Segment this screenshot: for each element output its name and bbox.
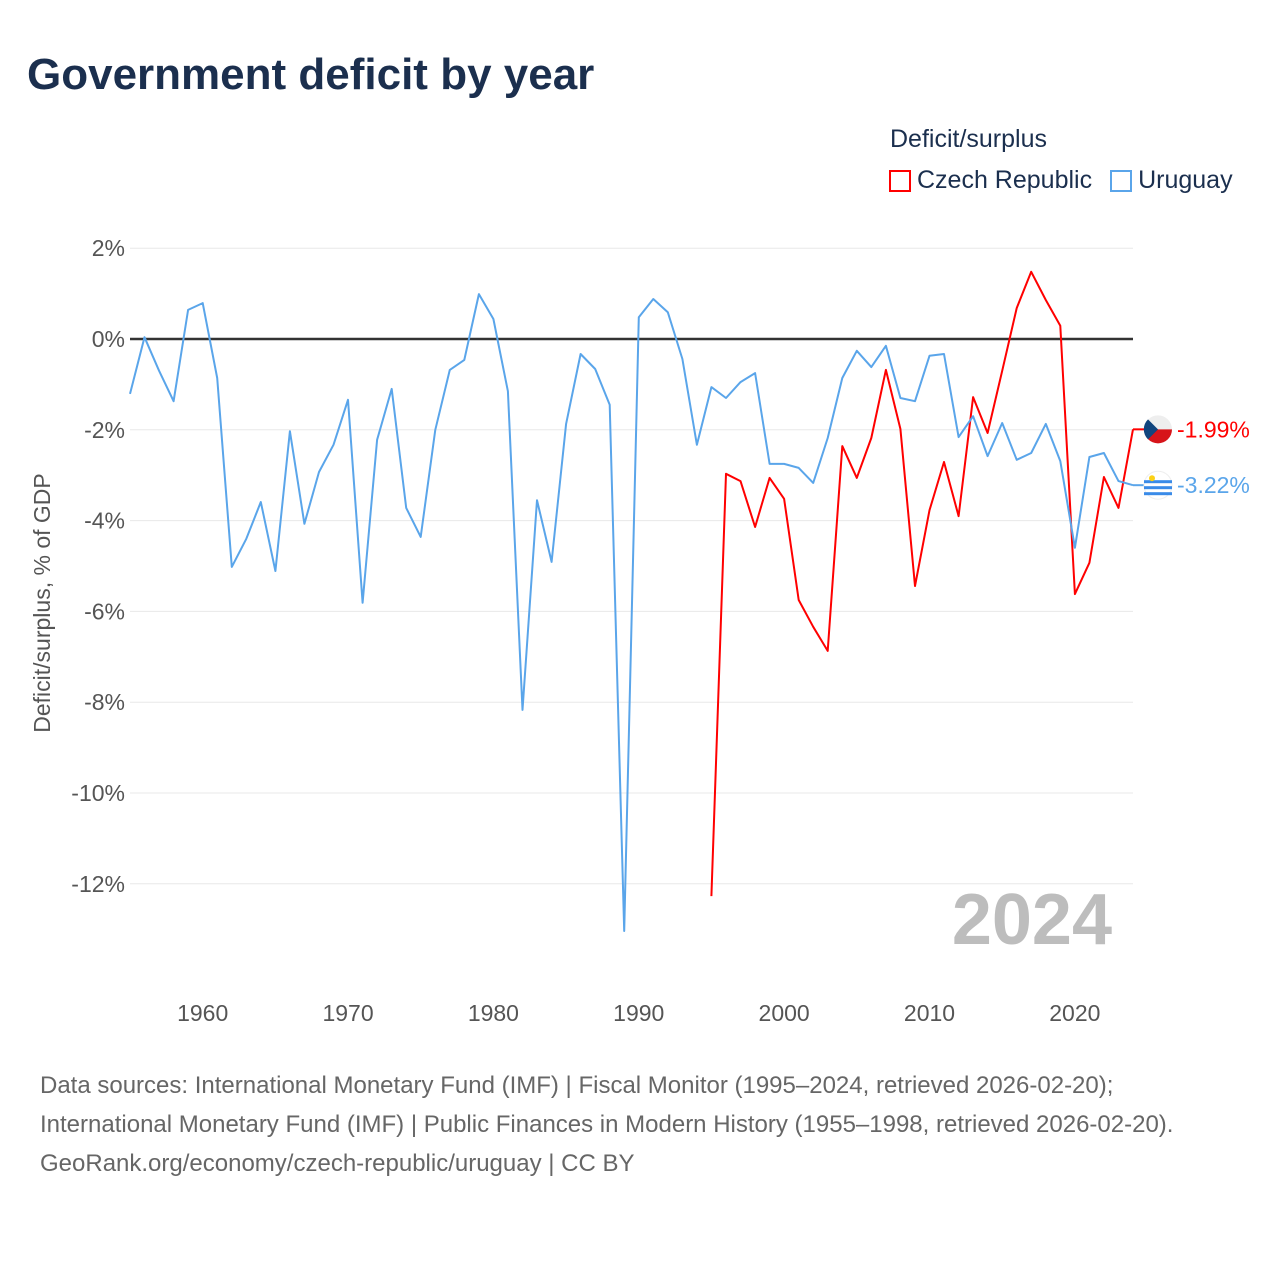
y-tick-label: -8% bbox=[84, 689, 125, 715]
x-tick-label: 2020 bbox=[1049, 1000, 1100, 1026]
legend-item-uruguay[interactable]: Uruguay bbox=[1110, 166, 1233, 195]
y-tick-label: 0% bbox=[92, 326, 125, 352]
x-tick-label: 1990 bbox=[613, 1000, 664, 1026]
legend-label: Uruguay bbox=[1138, 166, 1233, 194]
y-tick-label: -12% bbox=[71, 871, 125, 897]
legend-item-czech-republic[interactable]: Czech Republic bbox=[889, 166, 1092, 195]
legend-title: Deficit/surplus bbox=[890, 125, 1047, 153]
credit-link[interactable]: GeoRank.org/economy/czech-republic/urugu… bbox=[40, 1150, 635, 1177]
y-tick-label: 2% bbox=[92, 235, 125, 261]
y-tick-label: -6% bbox=[84, 598, 125, 624]
end-value-label: -1.99% bbox=[1177, 416, 1250, 442]
y-tick-label: -2% bbox=[84, 417, 125, 443]
uruguay-flag-stripe bbox=[1144, 480, 1172, 484]
x-tick-label: 1980 bbox=[468, 1000, 519, 1026]
x-tick-label: 1970 bbox=[322, 1000, 373, 1026]
series-line-czech-republic bbox=[710, 270, 1134, 897]
x-tick-label: 2010 bbox=[904, 1000, 955, 1026]
footer: Data sources: International Monetary Fun… bbox=[40, 1066, 1240, 1183]
chart-plot: 2% 0% -2% -4% -6% -8% -10% -12% 1960 1970 1980 1990… bbox=[29, 235, 1250, 1026]
x-tick-label: 1960 bbox=[177, 1000, 228, 1026]
year-watermark: 2024 bbox=[952, 880, 1112, 960]
legend-swatch-czech bbox=[889, 169, 911, 192]
legend: Czech Republic Uruguay bbox=[889, 166, 1233, 195]
y-tick-label: -10% bbox=[71, 780, 125, 806]
end-value-label: -3.22% bbox=[1177, 472, 1250, 498]
y-tick-label: -4% bbox=[84, 508, 125, 534]
legend-label: Czech Republic bbox=[917, 166, 1093, 194]
uruguay-flag-stripe bbox=[1144, 492, 1172, 496]
chart-title: Government deficit by year bbox=[27, 50, 595, 99]
x-tick-label: 2000 bbox=[759, 1000, 810, 1026]
series-line-uruguay bbox=[129, 293, 1134, 932]
uruguay-flag-stripe bbox=[1144, 486, 1172, 490]
uruguay-flag-sun bbox=[1149, 475, 1155, 482]
data-sources: Data sources: International Monetary Fun… bbox=[40, 1072, 1174, 1138]
czech-flag-triangle bbox=[1143, 419, 1158, 440]
legend-swatch-uruguay bbox=[1110, 169, 1133, 192]
y-axis-label: Deficit/surplus, % of GDP bbox=[29, 473, 55, 732]
